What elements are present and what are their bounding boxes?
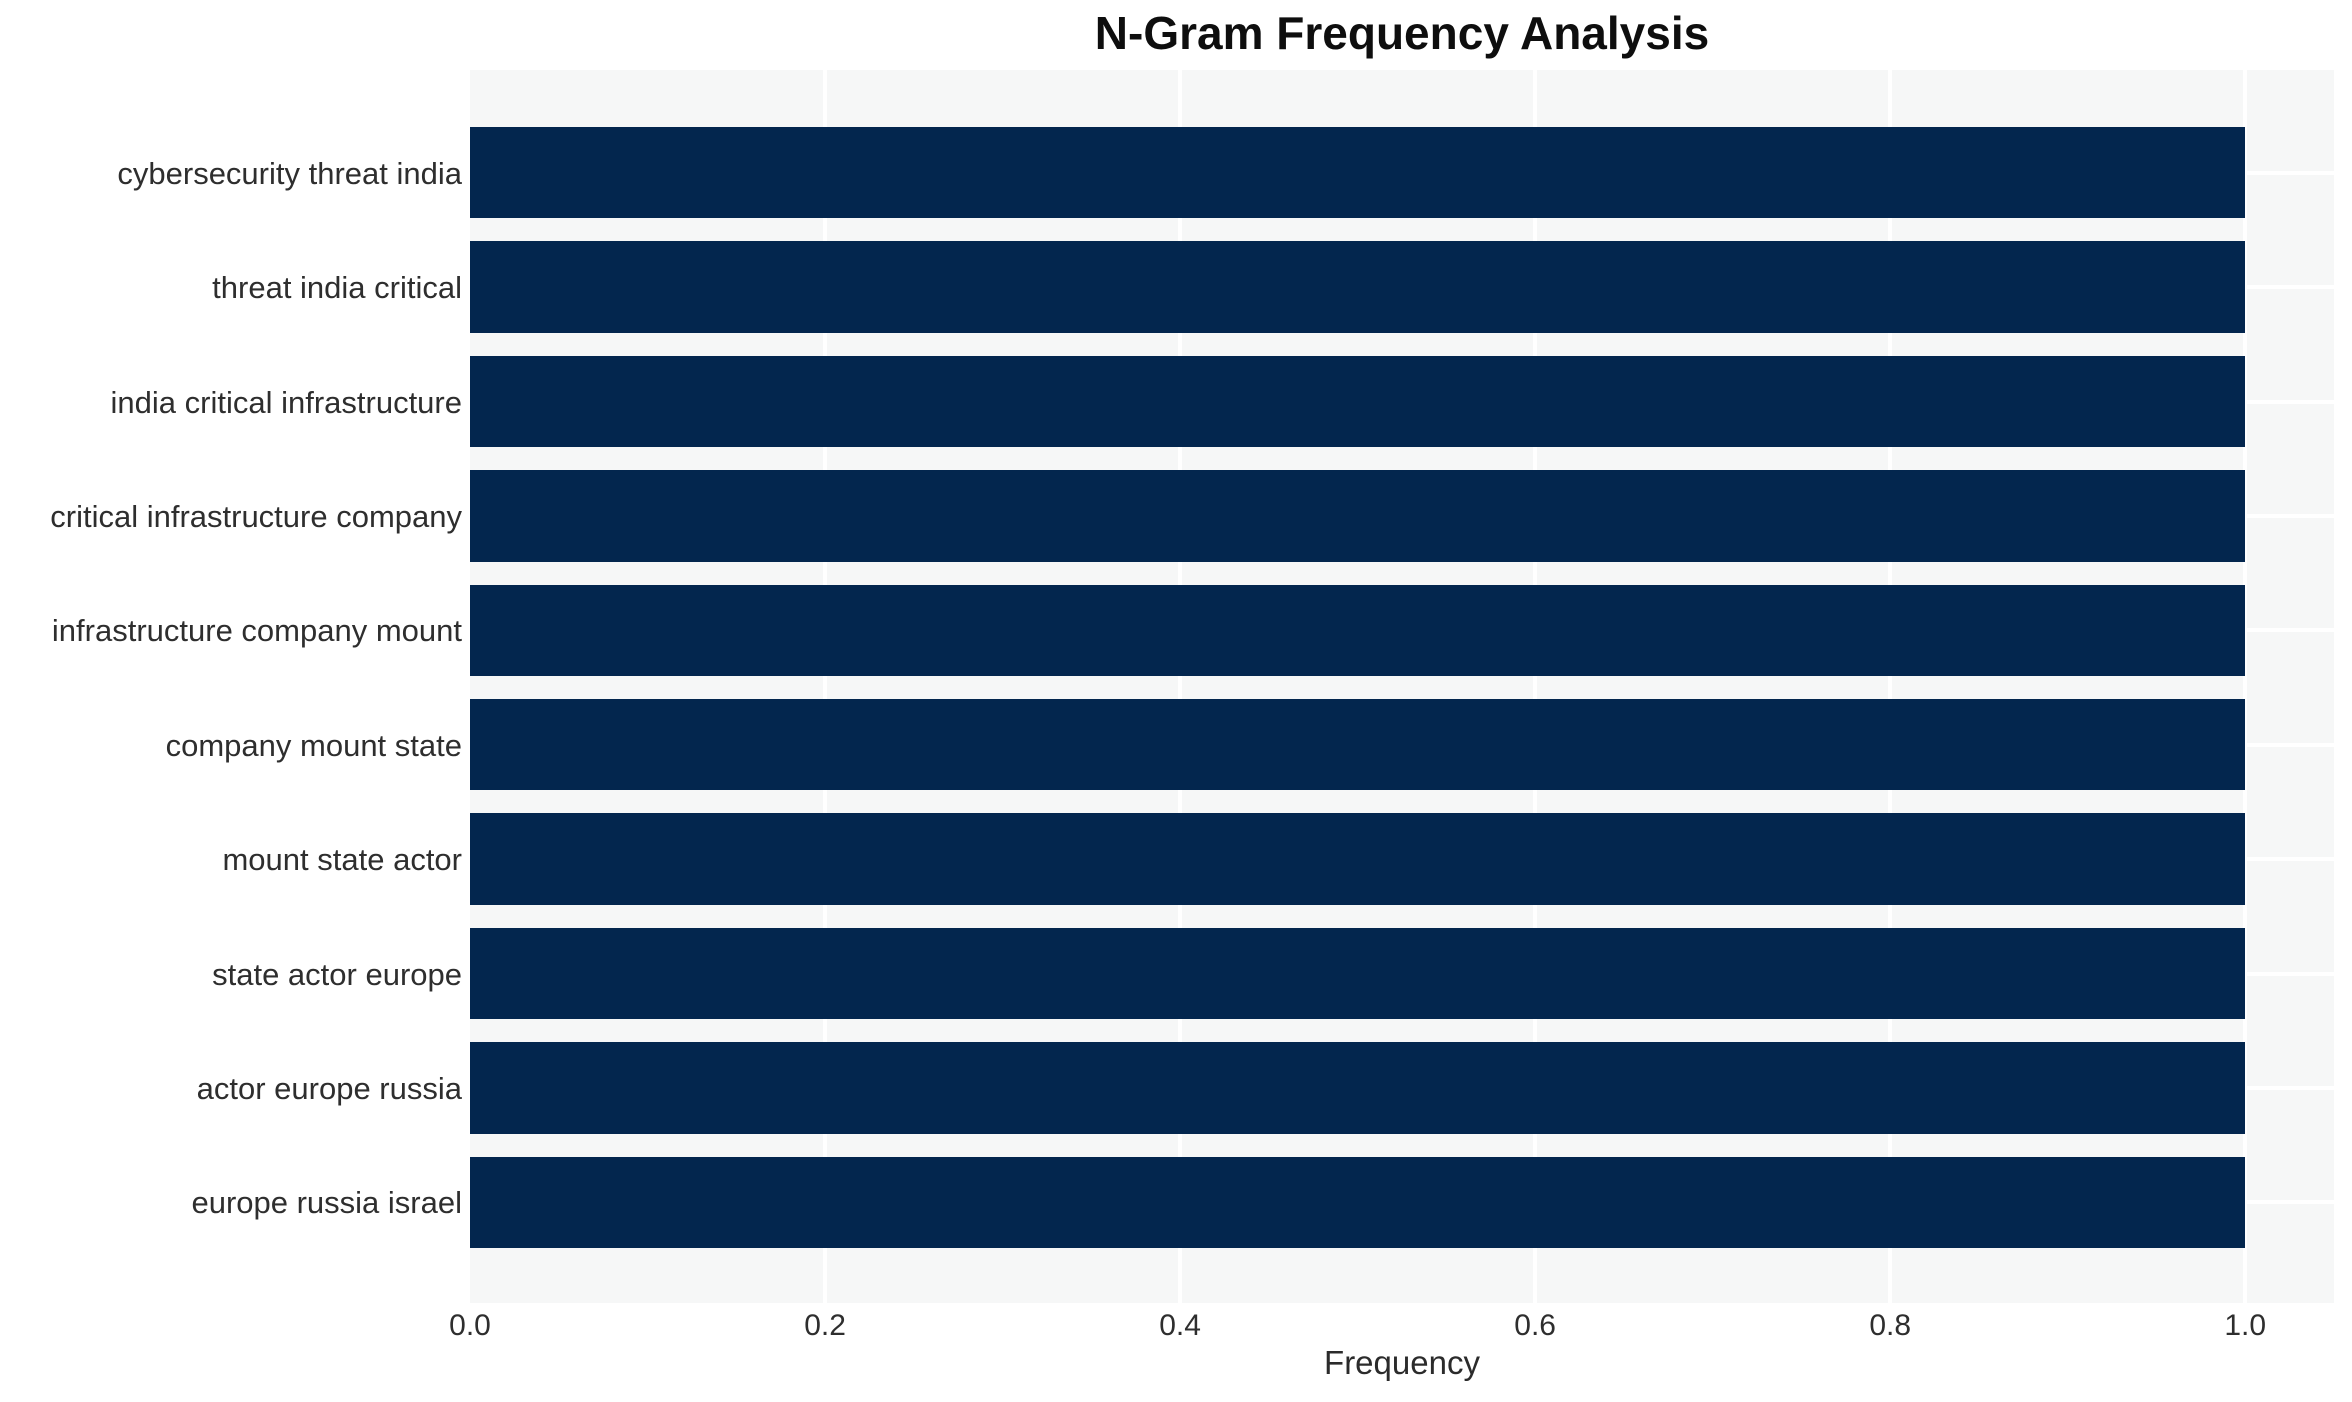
bar-india-critical-infrastructure	[470, 355, 2246, 448]
bar-cybersecurity-threat-india	[470, 126, 2246, 219]
category-label: threat india critical	[212, 270, 462, 306]
x-tick-label: 0.8	[1869, 1309, 1912, 1342]
category-label: cybersecurity threat india	[117, 155, 462, 191]
x-gridline	[1888, 70, 1893, 1303]
bar-critical-infrastructure-company	[470, 470, 2246, 562]
x-tick-label: 1.0	[2224, 1309, 2267, 1342]
bar-actor-europe-russia	[470, 1042, 2246, 1134]
x-gridline	[1533, 70, 1538, 1303]
x-tick-label: 0.2	[804, 1309, 846, 1342]
chart-title: N-Gram Frequency Analysis	[1094, 7, 1710, 59]
x-gridline	[2243, 70, 2248, 1303]
plot-area	[470, 70, 2334, 1303]
x-gridline	[1178, 70, 1183, 1303]
x-axis-label: Frequency	[1324, 1344, 1480, 1381]
category-label: company mount state	[165, 727, 462, 763]
bar-company-mount-state	[470, 698, 2246, 791]
bar-threat-india-critical	[470, 241, 2246, 333]
bar-europe-russia-israel	[470, 1156, 2246, 1249]
category-label: europe russia israel	[191, 1185, 462, 1221]
category-label: critical infrastructure company	[50, 498, 462, 534]
x-tick-label: 0.4	[1159, 1309, 1201, 1342]
category-label: india critical infrastructure	[110, 384, 462, 420]
category-label: actor europe russia	[196, 1070, 462, 1106]
x-tick-label: 0.6	[1514, 1309, 1556, 1342]
bar-state-actor-europe	[470, 927, 2246, 1020]
category-label: infrastructure company mount	[51, 613, 462, 649]
category-label: state actor europe	[212, 956, 462, 992]
x-tick-label: 0.0	[449, 1309, 491, 1342]
bar-infrastructure-company-mount	[470, 584, 2246, 677]
category-label: mount state actor	[222, 842, 462, 878]
bar-mount-state-actor	[470, 813, 2246, 905]
x-gridline	[823, 70, 828, 1303]
